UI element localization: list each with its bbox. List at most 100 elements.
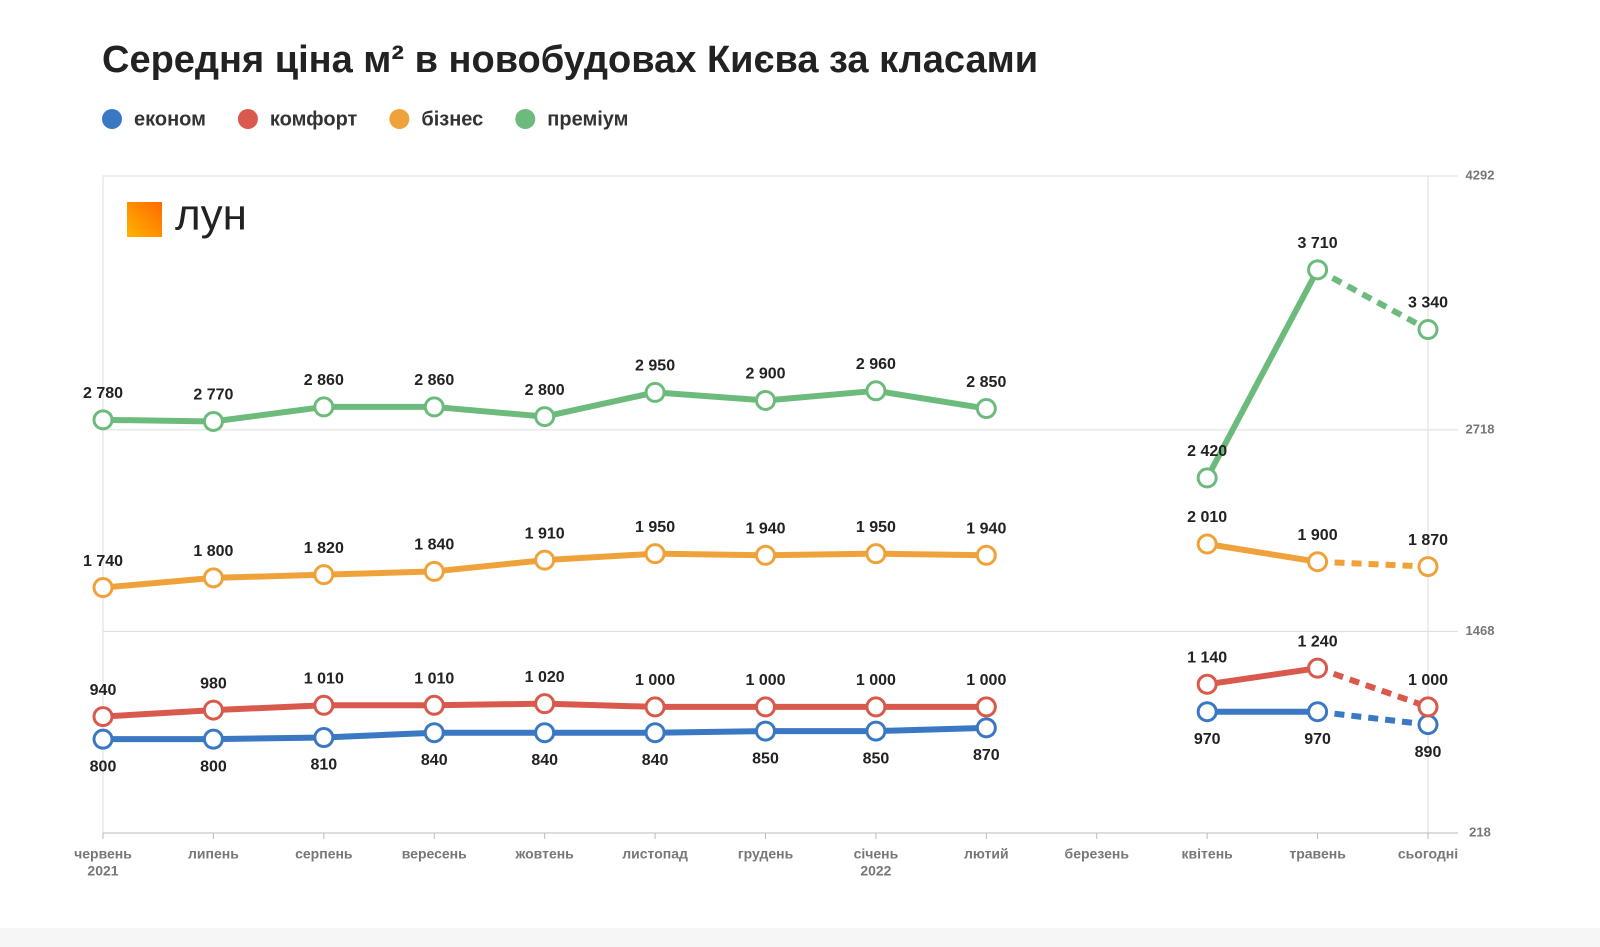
line-dashed — [1316, 267, 1430, 333]
line — [1206, 665, 1319, 688]
x-tick-label: квітень — [1182, 846, 1234, 862]
point — [423, 722, 445, 744]
value-label: 1 000 — [1408, 672, 1448, 689]
point — [755, 544, 776, 566]
y-tick-label: 4292 — [1466, 167, 1495, 182]
x-tick-label: січень — [854, 846, 899, 862]
value-label: 2 420 — [1187, 443, 1227, 460]
point — [423, 396, 445, 418]
point — [534, 406, 556, 428]
point — [975, 544, 997, 566]
line-dashed — [1316, 665, 1429, 710]
point — [755, 696, 776, 718]
point — [202, 699, 224, 721]
value-label: 1 940 — [745, 521, 785, 538]
value-label: 1 020 — [525, 669, 565, 686]
point — [202, 728, 224, 750]
point — [423, 560, 445, 582]
value-label: 1 870 — [1408, 532, 1448, 549]
value-label: 1 000 — [635, 672, 675, 689]
point — [1417, 556, 1439, 578]
x-tick-label: лютий — [964, 846, 1009, 862]
legend-label: економ — [134, 108, 206, 130]
logo-text: лун — [175, 191, 247, 240]
value-label: 840 — [642, 752, 669, 769]
value-label: 3 710 — [1298, 235, 1338, 252]
point — [1417, 319, 1439, 341]
x-tick-label: грудень — [738, 846, 794, 862]
value-label: 980 — [200, 675, 227, 692]
value-label: 1 000 — [966, 672, 1006, 689]
point — [865, 696, 887, 718]
point — [534, 722, 556, 744]
x-tick-label: вересень — [402, 846, 467, 862]
value-label: 2 800 — [525, 382, 565, 399]
point — [755, 389, 776, 411]
value-label: 1 940 — [966, 521, 1006, 538]
point — [755, 720, 776, 742]
y-tick-label: 2718 — [1466, 421, 1495, 436]
point — [644, 543, 666, 565]
point — [1307, 551, 1329, 573]
x-year-label: 2022 — [860, 863, 891, 879]
point — [865, 543, 887, 565]
value-label: 800 — [90, 758, 117, 775]
point — [1196, 467, 1218, 489]
legend-marker — [102, 109, 122, 129]
value-label: 1 010 — [304, 670, 344, 687]
point — [92, 728, 114, 750]
value-label: 2 780 — [83, 385, 123, 402]
value-label: 3 340 — [1408, 295, 1448, 312]
point — [644, 722, 666, 744]
value-label: 850 — [863, 750, 890, 767]
line-dashed — [1317, 558, 1429, 570]
point — [1307, 259, 1329, 281]
point — [644, 381, 666, 403]
value-label: 890 — [1415, 744, 1442, 761]
point — [534, 549, 556, 571]
value-label: 2 860 — [414, 372, 454, 389]
value-label: 2 860 — [304, 372, 344, 389]
point — [975, 398, 997, 420]
value-label: 870 — [973, 747, 1000, 764]
point — [975, 717, 997, 739]
legend-marker — [237, 109, 258, 129]
line-dashed — [1317, 708, 1429, 728]
value-label: 2 900 — [745, 366, 785, 383]
legend-marker — [515, 109, 536, 129]
x-tick-label: липень — [188, 846, 239, 862]
y-tick-label: 218 — [1469, 824, 1491, 839]
point — [865, 720, 887, 742]
value-label: 1 240 — [1298, 633, 1338, 650]
x-tick-label: сьогодні — [1398, 846, 1458, 862]
value-label: 2 770 — [193, 387, 233, 404]
value-label: 1 740 — [83, 553, 123, 570]
value-label: 2 850 — [966, 374, 1006, 391]
value-label: 1 000 — [745, 672, 785, 689]
value-label: 1 800 — [193, 543, 233, 560]
value-label: 800 — [200, 758, 227, 775]
value-label: 940 — [90, 682, 117, 699]
point — [92, 577, 114, 599]
value-label: 1 840 — [414, 537, 454, 554]
point — [313, 396, 335, 418]
point — [313, 564, 335, 586]
value-label: 840 — [531, 752, 558, 769]
value-label: 2 960 — [856, 356, 896, 373]
point — [975, 696, 997, 718]
point — [1196, 673, 1218, 695]
point — [92, 706, 114, 728]
point — [202, 567, 224, 589]
x-tick-label: червень — [74, 846, 132, 862]
value-label: 1 950 — [856, 519, 896, 536]
value-label: 1 140 — [1187, 650, 1227, 667]
point — [202, 410, 224, 432]
x-tick-label: листопад — [622, 846, 688, 862]
value-label: 1 820 — [304, 540, 344, 557]
line — [1204, 268, 1321, 480]
x-tick-label: травень — [1289, 846, 1346, 862]
footer-strip — [0, 928, 1600, 947]
value-label: 840 — [421, 752, 448, 769]
value-label: 2 950 — [635, 358, 675, 375]
